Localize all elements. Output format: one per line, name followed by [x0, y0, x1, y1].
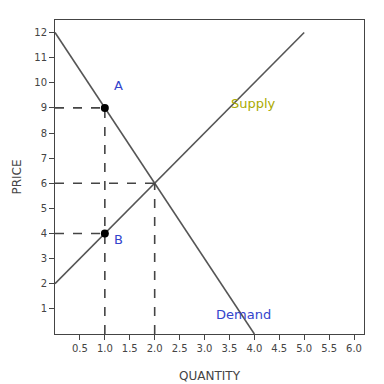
svg-text:5.0: 5.0	[296, 343, 312, 354]
svg-text:0.5: 0.5	[72, 343, 88, 354]
svg-text:B: B	[114, 232, 123, 247]
svg-text:3.0: 3.0	[197, 343, 213, 354]
svg-text:4: 4	[41, 228, 47, 239]
svg-text:9: 9	[41, 102, 47, 113]
svg-text:8: 8	[41, 128, 47, 139]
svg-text:5.5: 5.5	[321, 343, 337, 354]
svg-text:6.0: 6.0	[346, 343, 362, 354]
svg-text:4.5: 4.5	[271, 343, 287, 354]
svg-text:6: 6	[41, 178, 47, 189]
svg-text:1.5: 1.5	[122, 343, 138, 354]
svg-text:PRICE: PRICE	[10, 159, 24, 194]
svg-text:7: 7	[41, 153, 47, 164]
svg-text:2.5: 2.5	[172, 343, 188, 354]
svg-text:1: 1	[41, 303, 47, 314]
svg-text:11: 11	[34, 52, 47, 63]
svg-text:5: 5	[41, 203, 47, 214]
svg-text:QUANTITY: QUANTITY	[179, 369, 241, 383]
svg-text:1.0: 1.0	[97, 343, 113, 354]
svg-text:12: 12	[34, 27, 47, 38]
svg-text:2: 2	[41, 278, 47, 289]
svg-text:4.0: 4.0	[246, 343, 262, 354]
svg-text:A: A	[114, 78, 123, 93]
svg-text:Supply: Supply	[231, 96, 276, 111]
svg-text:10: 10	[34, 77, 47, 88]
svg-text:Demand: Demand	[216, 307, 271, 322]
svg-text:2.0: 2.0	[147, 343, 163, 354]
svg-text:3.5: 3.5	[221, 343, 237, 354]
svg-text:3: 3	[41, 253, 47, 264]
